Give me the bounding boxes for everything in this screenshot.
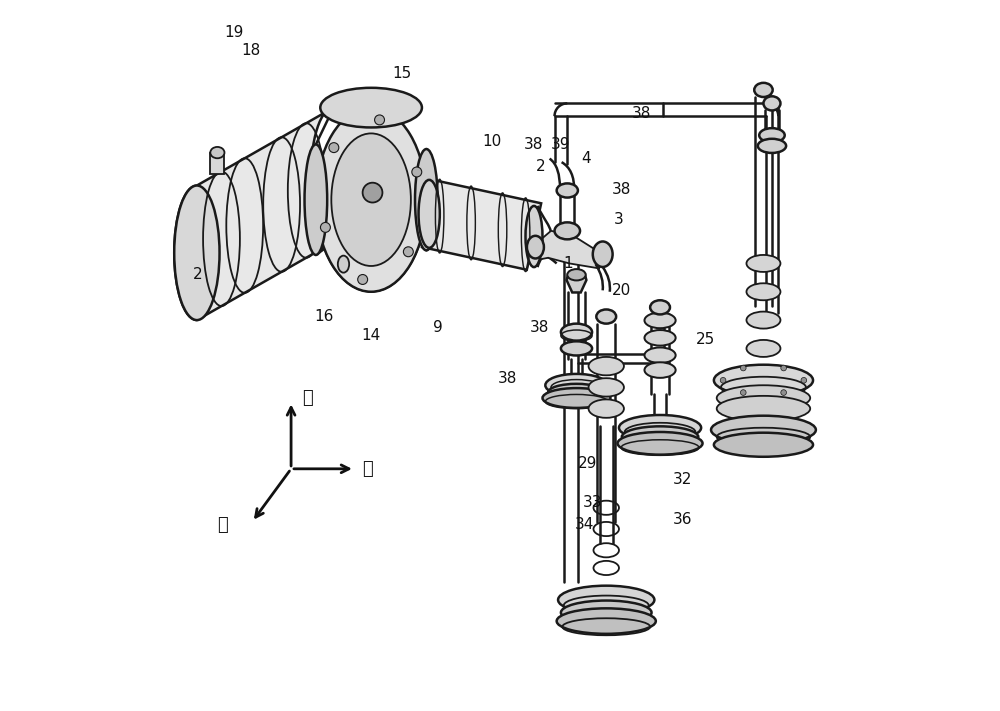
Text: 29: 29: [578, 456, 598, 471]
Ellipse shape: [781, 390, 786, 395]
Ellipse shape: [740, 390, 746, 395]
Ellipse shape: [763, 96, 780, 110]
Ellipse shape: [644, 348, 676, 363]
Ellipse shape: [746, 311, 780, 328]
Text: 38: 38: [497, 370, 517, 385]
Text: 19: 19: [225, 25, 244, 40]
Text: 38: 38: [530, 320, 549, 335]
Ellipse shape: [717, 396, 810, 422]
Ellipse shape: [720, 378, 726, 383]
Ellipse shape: [593, 242, 613, 267]
Text: 3: 3: [614, 212, 624, 227]
Text: 14: 14: [361, 328, 381, 343]
Text: 2: 2: [193, 267, 202, 282]
Ellipse shape: [555, 223, 580, 240]
Polygon shape: [567, 274, 586, 292]
Ellipse shape: [746, 283, 780, 300]
Ellipse shape: [320, 223, 330, 232]
Text: 10: 10: [482, 134, 501, 149]
Ellipse shape: [305, 144, 327, 255]
Ellipse shape: [557, 183, 578, 198]
Ellipse shape: [375, 115, 385, 125]
Ellipse shape: [746, 340, 780, 357]
Text: 18: 18: [241, 43, 260, 58]
Ellipse shape: [412, 167, 422, 177]
Ellipse shape: [644, 330, 676, 346]
Ellipse shape: [758, 139, 786, 153]
Text: 9: 9: [433, 320, 443, 335]
Ellipse shape: [561, 324, 592, 341]
Text: 上: 上: [302, 389, 313, 407]
Ellipse shape: [210, 147, 224, 159]
Ellipse shape: [650, 300, 670, 314]
Text: 16: 16: [315, 309, 334, 324]
Ellipse shape: [644, 313, 676, 328]
Ellipse shape: [561, 601, 652, 625]
Ellipse shape: [618, 432, 703, 454]
Polygon shape: [422, 181, 541, 269]
Polygon shape: [174, 107, 334, 320]
Ellipse shape: [801, 378, 807, 383]
Ellipse shape: [542, 388, 610, 408]
Ellipse shape: [174, 186, 220, 320]
Ellipse shape: [781, 365, 786, 371]
Ellipse shape: [557, 609, 656, 634]
Text: 前: 前: [217, 516, 227, 535]
Ellipse shape: [740, 365, 746, 371]
Ellipse shape: [415, 149, 438, 250]
Ellipse shape: [596, 309, 616, 324]
Text: 20: 20: [612, 283, 631, 298]
Ellipse shape: [419, 180, 440, 248]
Text: 33: 33: [582, 496, 602, 510]
Ellipse shape: [589, 357, 624, 375]
Ellipse shape: [338, 256, 349, 272]
Text: 1: 1: [563, 256, 573, 271]
Ellipse shape: [622, 427, 698, 447]
Ellipse shape: [363, 183, 382, 203]
Ellipse shape: [589, 400, 624, 418]
Text: 39: 39: [550, 137, 570, 152]
Ellipse shape: [759, 128, 785, 142]
Ellipse shape: [561, 341, 592, 356]
Ellipse shape: [358, 274, 368, 284]
Ellipse shape: [331, 134, 411, 266]
Text: 4: 4: [581, 151, 591, 166]
Text: 25: 25: [696, 333, 715, 348]
Ellipse shape: [316, 107, 426, 292]
Ellipse shape: [717, 385, 810, 411]
Ellipse shape: [527, 236, 544, 259]
Text: 左: 左: [362, 460, 373, 478]
Polygon shape: [530, 231, 603, 268]
Ellipse shape: [714, 433, 813, 456]
Ellipse shape: [711, 416, 816, 444]
Ellipse shape: [403, 247, 413, 257]
Ellipse shape: [329, 143, 339, 153]
Text: 36: 36: [673, 513, 692, 528]
Polygon shape: [210, 153, 224, 174]
Text: 34: 34: [575, 517, 595, 532]
Text: 38: 38: [524, 137, 544, 152]
Ellipse shape: [754, 83, 773, 97]
Ellipse shape: [320, 87, 422, 127]
Ellipse shape: [589, 378, 624, 397]
Ellipse shape: [558, 586, 654, 614]
Text: 38: 38: [632, 106, 651, 121]
Ellipse shape: [525, 206, 542, 267]
Text: 38: 38: [612, 181, 632, 196]
Ellipse shape: [644, 363, 676, 378]
Text: 2: 2: [536, 159, 546, 174]
Ellipse shape: [548, 384, 605, 401]
Text: 15: 15: [393, 66, 412, 81]
Ellipse shape: [619, 415, 701, 441]
Ellipse shape: [714, 365, 813, 396]
Ellipse shape: [567, 269, 586, 280]
Ellipse shape: [545, 374, 608, 397]
Text: 32: 32: [673, 472, 692, 487]
Ellipse shape: [746, 255, 780, 272]
